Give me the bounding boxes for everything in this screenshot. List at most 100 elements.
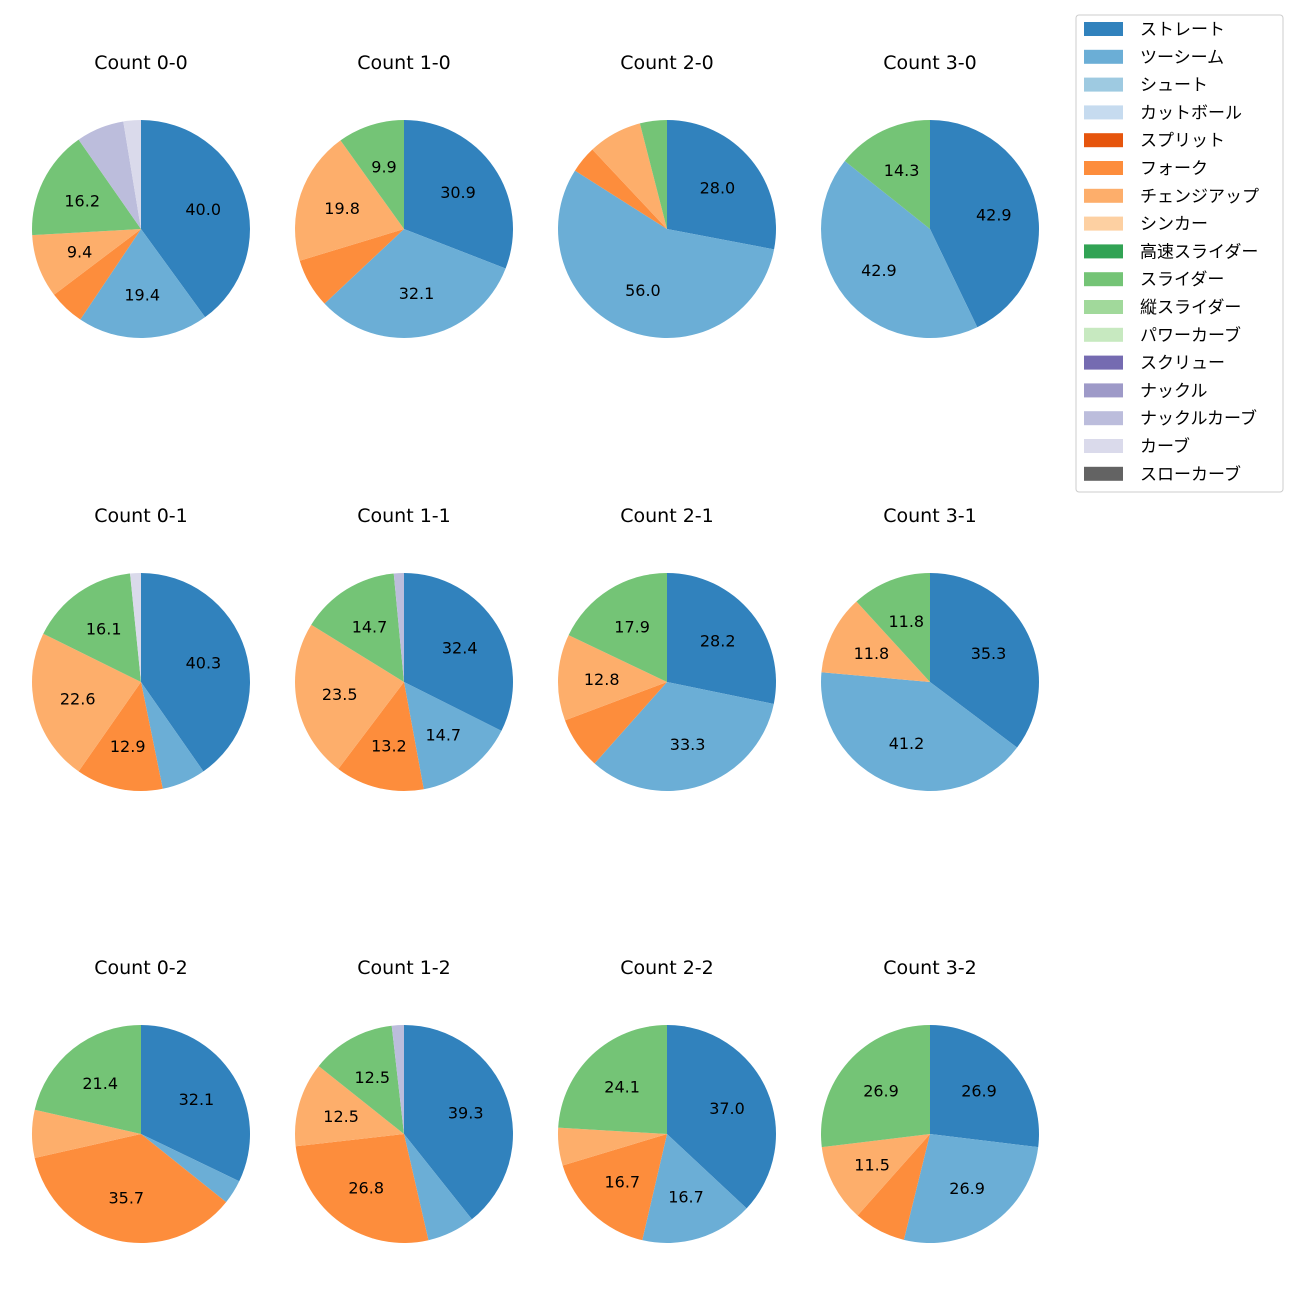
pie-title: Count 3-1 xyxy=(883,505,977,527)
pie-slice xyxy=(299,229,404,304)
pie-slice xyxy=(393,573,404,682)
pie-slice-label: 16.7 xyxy=(668,1188,704,1207)
pie-slice xyxy=(564,682,667,764)
pie-slice xyxy=(821,1134,930,1216)
pie-panel: Count 3-0 42.9 42.9 14.3 xyxy=(820,52,1040,339)
pie-slice-label: 32.1 xyxy=(179,1090,215,1109)
legend-swatch xyxy=(1084,133,1123,148)
pie-slice xyxy=(43,573,141,682)
pie-slice-label: 40.3 xyxy=(186,653,222,672)
pie-slice xyxy=(930,573,1039,748)
pie-slice xyxy=(295,1134,429,1243)
legend-label: カットボール xyxy=(1140,103,1242,123)
pie-slice xyxy=(31,1109,142,1158)
pie-slice-label: 12.5 xyxy=(323,1107,359,1126)
pie-slice-label: 42.9 xyxy=(976,205,1012,224)
legend-label: スクリュー xyxy=(1140,354,1225,374)
legend-label: フォーク xyxy=(1140,159,1208,179)
pie-panel: Count 1-0 30.9 32.1 19.8 9.9 xyxy=(295,52,514,339)
pie-slice xyxy=(857,1134,930,1240)
pie-slice-label: 42.9 xyxy=(861,261,897,280)
pie-slice xyxy=(80,229,206,338)
pie-slice xyxy=(295,140,404,261)
pie-slice-label: 12.8 xyxy=(584,670,620,689)
pie-slice xyxy=(141,682,204,789)
pie-slice-label: 22.6 xyxy=(60,689,96,708)
legend-items: ストレートツーシームシュートカットボールスプリットフォークチェンジアップシンカー… xyxy=(1084,20,1259,485)
pie-title: Count 0-0 xyxy=(94,52,188,74)
pie-slice-label: 32.1 xyxy=(399,284,435,303)
legend-swatch xyxy=(1084,300,1123,314)
pie-slice-label: 11.8 xyxy=(888,612,924,631)
pie-panel: Count 3-1 35.3 41.2 11.8 11.8 xyxy=(821,505,1039,791)
pie-slice xyxy=(311,573,404,682)
pie-slice xyxy=(667,120,776,250)
pie-slice xyxy=(557,635,667,721)
pie-slice xyxy=(34,1134,227,1244)
pie-slice xyxy=(903,1134,1039,1244)
legend-swatch xyxy=(1084,466,1123,481)
legend-swatch xyxy=(1084,355,1123,370)
legend-label: シンカー xyxy=(1140,215,1208,235)
pie-slice xyxy=(295,1066,404,1147)
pie-slice xyxy=(295,624,404,769)
pie-slice-label: 16.2 xyxy=(64,191,100,210)
pie-slice xyxy=(141,1134,240,1203)
pie-slice xyxy=(558,170,775,338)
pie-slice xyxy=(568,572,667,682)
legend-label: スライダー xyxy=(1140,270,1224,290)
pie-slice-label: 14.3 xyxy=(884,161,920,180)
pie-slice xyxy=(404,1134,472,1241)
pie-slice-label: 16.7 xyxy=(604,1173,640,1192)
pie-slice xyxy=(844,119,930,229)
legend-swatch xyxy=(1084,383,1123,398)
pie-slice xyxy=(592,123,667,229)
pie-title: Count 1-0 xyxy=(357,52,451,74)
pie-slice-label: 19.8 xyxy=(324,199,360,218)
pie-slice xyxy=(562,1134,667,1241)
legend-swatch xyxy=(1084,244,1123,259)
pie-panel: Count 0-0 40.0 19.4 9.4 16.2 xyxy=(31,52,250,338)
pie-slice xyxy=(78,121,141,229)
pie-title: Count 2-2 xyxy=(620,957,714,979)
pie-slice xyxy=(123,120,141,229)
legend-label: ナックルカーブ xyxy=(1140,408,1257,429)
legend-swatch xyxy=(1084,216,1123,231)
pie-slice-label: 35.7 xyxy=(108,1189,144,1208)
pie-slice-label: 26.8 xyxy=(348,1178,384,1197)
pie-panel: Count 2-1 28.2 33.3 12.8 17.9 xyxy=(557,505,777,792)
pie-slice-label: 17.9 xyxy=(614,618,650,637)
pie-slice-label: 28.0 xyxy=(700,178,736,197)
legend-swatch xyxy=(1084,272,1123,287)
pie-slice-label: 39.3 xyxy=(448,1103,484,1122)
pie-slice xyxy=(324,229,506,339)
pie-slice-label: 56.0 xyxy=(625,281,661,300)
pie-panel: Count 1-1 32.4 14.7 13.2 23.5 14.7 xyxy=(295,505,513,792)
legend: ストレートツーシームシュートカットボールスプリットフォークチェンジアップシンカー… xyxy=(1075,14,1284,493)
legend-frame xyxy=(1075,14,1284,493)
pie-slice-label: 9.4 xyxy=(67,243,92,262)
pie-panel: Count 0-2 32.1 35.7 21.4 xyxy=(31,957,251,1244)
pie-slice-label: 12.5 xyxy=(354,1068,390,1087)
pie-panel: Count 2-2 37.0 16.7 16.7 24.1 xyxy=(557,957,776,1243)
pie-slice xyxy=(667,1025,776,1209)
pie-slice-label: 30.9 xyxy=(440,183,476,202)
pie-title: Count 1-2 xyxy=(357,957,451,979)
pie-slice-label: 40.0 xyxy=(185,200,221,219)
pie-panel: Count 1-2 39.3 26.8 12.5 12.5 xyxy=(295,957,513,1243)
pie-slice xyxy=(54,229,141,320)
pie-slice xyxy=(404,1025,513,1220)
legend-swatch xyxy=(1084,327,1123,342)
pie-slice xyxy=(821,672,1018,791)
pie-slice xyxy=(594,682,774,792)
pie-slice xyxy=(340,120,404,229)
pie-panels: Count 0-0 40.0 19.4 9.4 16.2 Count 1-0 30.9 32.… xyxy=(31,52,1040,1244)
legend-label: スプリット xyxy=(1140,131,1225,151)
pie-slice xyxy=(338,682,424,792)
legend-label: ストレート xyxy=(1140,20,1225,40)
pie-slice-label: 24.1 xyxy=(604,1077,640,1096)
pie-slice-label: 9.9 xyxy=(371,158,396,177)
legend-swatch xyxy=(1084,22,1123,36)
pie-slice-label: 37.0 xyxy=(709,1099,745,1118)
pie-panel: Count 0-1 40.3 12.9 22.6 16.1 xyxy=(32,505,250,791)
